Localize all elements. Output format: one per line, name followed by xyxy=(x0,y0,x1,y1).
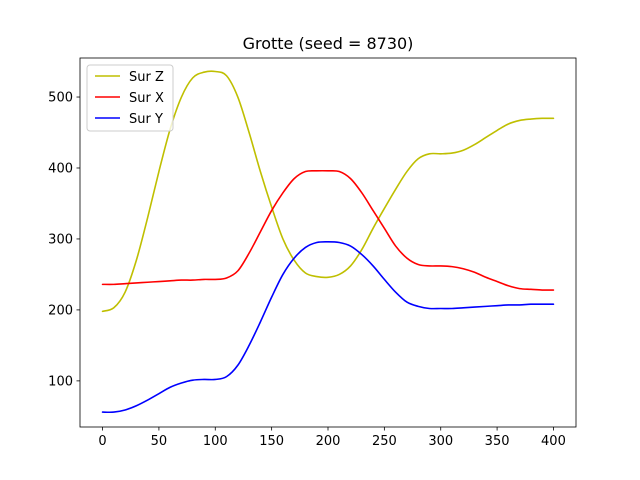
legend-box xyxy=(86,64,174,132)
y-tick-label: 400 xyxy=(48,161,73,176)
x-axis: 0 50 100 150 200 250 300 350 400 xyxy=(98,427,566,449)
x-tick-label: 400 xyxy=(541,434,566,449)
series-layer xyxy=(101,70,555,414)
y-tick-label: 100 xyxy=(48,374,73,389)
x-tick-label: 350 xyxy=(485,434,510,449)
legend: Sur Z Sur X Sur Y xyxy=(86,64,174,132)
series-line-1 xyxy=(101,169,555,291)
legend-label-2: Sur Y xyxy=(129,112,163,127)
y-axis: 100 200 300 400 500 xyxy=(48,91,80,389)
x-tick-label: 150 xyxy=(259,434,284,449)
x-tick-label: 200 xyxy=(316,434,341,449)
x-tick-label: 300 xyxy=(428,434,453,449)
legend-label-1: Sur X xyxy=(129,91,164,106)
y-tick-label: 300 xyxy=(48,232,73,247)
y-tick-label: 200 xyxy=(48,303,73,318)
series-line-2 xyxy=(101,240,555,414)
x-tick-label: 250 xyxy=(372,434,397,449)
x-tick-label: 100 xyxy=(203,434,228,449)
y-tick-label: 500 xyxy=(48,91,73,106)
chart-title: Grotte (seed = 8730) xyxy=(243,34,414,53)
legend-label-0: Sur Z xyxy=(129,70,164,85)
x-tick-label: 50 xyxy=(151,434,168,449)
series-line-0 xyxy=(101,70,555,313)
x-tick-label: 0 xyxy=(98,434,106,449)
